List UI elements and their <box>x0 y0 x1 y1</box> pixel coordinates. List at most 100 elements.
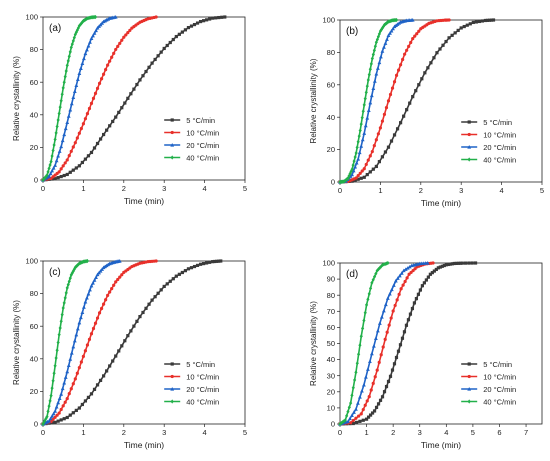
data-point <box>135 319 139 323</box>
data-point <box>408 312 413 316</box>
data-point <box>86 43 91 48</box>
data-point <box>431 261 435 265</box>
y-tick-label: 40 <box>327 113 335 122</box>
data-point <box>347 173 351 178</box>
data-point <box>165 282 169 286</box>
data-point <box>48 162 52 168</box>
data-point <box>355 361 359 366</box>
x-axis-label: Time (min) <box>421 440 461 450</box>
data-point <box>75 28 79 33</box>
data-point <box>72 35 76 40</box>
data-point <box>85 47 89 52</box>
data-point <box>401 283 405 287</box>
data-point <box>66 58 70 63</box>
data-point <box>66 114 71 118</box>
data-point <box>343 178 347 183</box>
data-point <box>372 274 377 279</box>
data-point <box>120 273 124 277</box>
data-point <box>395 127 400 131</box>
data-point <box>89 36 94 40</box>
data-point <box>104 263 109 268</box>
data-point <box>465 23 469 27</box>
data-point <box>364 417 369 421</box>
data-point <box>442 263 446 268</box>
data-point <box>192 264 197 269</box>
data-point <box>360 388 364 393</box>
data-point <box>356 177 360 181</box>
data-point <box>180 270 184 275</box>
data-point <box>68 49 72 54</box>
data-point <box>374 138 378 142</box>
data-point <box>66 363 71 368</box>
series-20 <box>338 18 415 184</box>
data-point <box>86 291 91 296</box>
data-point <box>411 37 415 41</box>
data-point <box>358 343 362 348</box>
data-point <box>354 407 358 411</box>
data-point <box>65 285 69 290</box>
legend-label: 5 °C/min <box>186 360 215 369</box>
data-point <box>168 40 172 45</box>
x-tick-label: 5 <box>471 428 475 437</box>
data-point <box>369 93 374 98</box>
x-tick-label: 5 <box>243 428 247 437</box>
data-point <box>83 117 88 121</box>
data-point <box>75 136 79 140</box>
data-point <box>124 33 128 37</box>
data-point <box>357 134 361 139</box>
data-point <box>351 168 356 173</box>
data-point <box>370 280 374 285</box>
y-tick-label: 100 <box>25 13 38 22</box>
data-point <box>438 265 442 269</box>
data-point <box>57 149 62 153</box>
data-point <box>68 276 72 281</box>
data-point <box>73 141 77 145</box>
data-point <box>45 173 49 178</box>
data-point <box>47 166 51 171</box>
data-point <box>105 369 109 373</box>
legend-label: 40 °C/min <box>483 397 516 406</box>
data-point <box>371 52 375 57</box>
data-point <box>79 126 83 131</box>
data-point <box>60 92 64 97</box>
legend-marker <box>170 118 174 122</box>
data-point <box>217 259 221 263</box>
x-tick-label: 7 <box>524 428 528 437</box>
data-point <box>358 171 362 175</box>
data-point <box>422 281 426 285</box>
data-point <box>356 174 360 178</box>
data-point <box>408 101 412 105</box>
data-point <box>77 164 81 168</box>
data-point <box>71 145 75 149</box>
data-point <box>50 414 54 418</box>
data-point <box>375 328 380 333</box>
data-point <box>346 409 350 414</box>
data-point <box>126 31 130 35</box>
data-point <box>53 137 57 142</box>
y-tick-label: 60 <box>327 323 335 332</box>
data-point <box>365 399 369 403</box>
data-point <box>65 172 69 177</box>
data-point <box>55 413 59 417</box>
data-point <box>378 126 382 130</box>
data-point <box>354 176 358 180</box>
data-point <box>76 262 80 267</box>
x-axis-label: Time (min) <box>421 198 461 208</box>
data-point <box>47 419 51 423</box>
data-point <box>117 349 121 353</box>
data-point <box>159 50 163 54</box>
data-point <box>42 420 46 425</box>
data-point <box>81 354 85 358</box>
data-point <box>154 15 158 19</box>
data-point <box>389 139 394 143</box>
y-tick-label: 100 <box>322 16 335 25</box>
data-point <box>129 329 133 333</box>
data-point <box>71 411 75 415</box>
data-point <box>398 343 403 347</box>
data-point <box>395 276 400 280</box>
data-point <box>123 101 127 105</box>
data-point <box>114 354 118 358</box>
series-line <box>339 262 434 425</box>
y-tick-label: 90 <box>327 275 335 284</box>
data-point <box>97 81 102 85</box>
